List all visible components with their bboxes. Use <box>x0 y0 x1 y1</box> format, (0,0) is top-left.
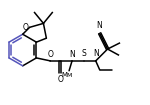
Text: O: O <box>57 75 63 84</box>
Text: N: N <box>96 21 102 30</box>
Text: N: N <box>69 50 75 59</box>
Text: M: M <box>66 73 72 78</box>
Text: N: N <box>93 49 99 58</box>
Text: M: M <box>61 72 67 78</box>
Text: O: O <box>47 50 53 59</box>
Text: O: O <box>23 23 29 32</box>
Text: S: S <box>81 49 86 58</box>
